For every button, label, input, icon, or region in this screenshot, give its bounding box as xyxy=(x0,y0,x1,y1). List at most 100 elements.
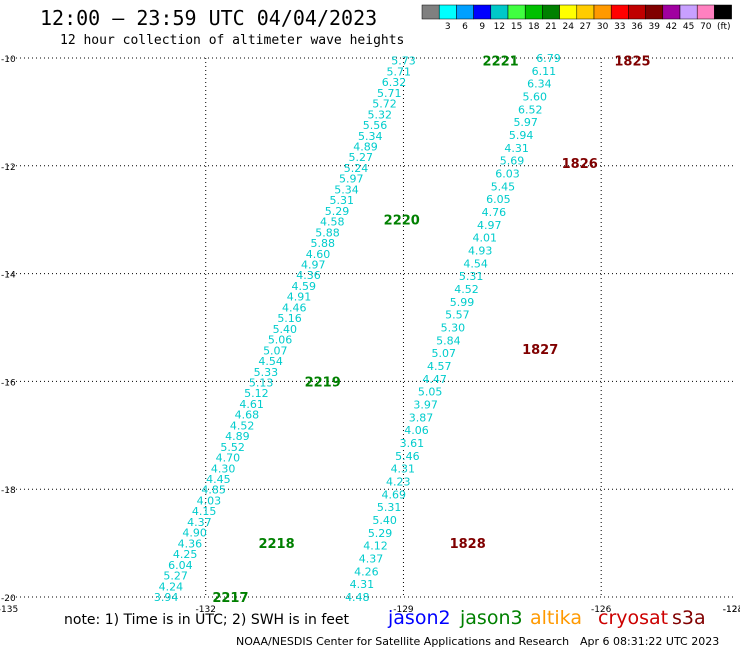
wave-height-value: 3.94 xyxy=(154,591,179,604)
track-time-label: 2220 xyxy=(384,214,420,229)
legend-swatch xyxy=(679,4,698,20)
wave-height-value: 4.03 xyxy=(197,494,222,507)
wave-height-value: 4.68 xyxy=(235,409,260,422)
wave-height-value: 6.52 xyxy=(518,103,543,116)
x-tick-label: -135 xyxy=(0,605,18,615)
legend-label: 15 xyxy=(511,22,522,32)
wave-height-value: 6.11 xyxy=(532,65,557,78)
wave-height-value: 5.99 xyxy=(450,296,475,309)
satellite-altika: altika xyxy=(530,607,582,629)
wave-height-value: 4.61 xyxy=(239,398,264,411)
wave-height-value: 4.36 xyxy=(296,269,321,282)
y-tick-label: -18 xyxy=(1,486,16,496)
wave-height-value: 4.91 xyxy=(287,291,312,304)
wave-height-value: 4.97 xyxy=(301,258,326,271)
track-time-label: 2219 xyxy=(305,375,341,390)
wave-height-value: 4.60 xyxy=(306,248,331,261)
x-tick-label: -129 xyxy=(393,605,414,615)
wave-height-value: 4.89 xyxy=(353,141,378,154)
y-tick-label: -12 xyxy=(1,163,16,173)
wave-height-value: 6.04 xyxy=(168,559,193,572)
legend-label: 42 xyxy=(666,22,677,32)
wave-height-value: 4.90 xyxy=(182,527,207,540)
wave-height-value: 5.32 xyxy=(367,108,392,121)
satellite-s3a: s3a xyxy=(672,607,706,629)
y-tick-label: -20 xyxy=(1,594,16,604)
generated-timestamp: Apr 6 08:31:22 UTC 2023 xyxy=(580,635,720,648)
wave-height-value: 5.31 xyxy=(459,270,484,283)
wave-height-value: 4.06 xyxy=(404,424,429,437)
wave-height-value: 5.71 xyxy=(377,87,402,100)
legend-swatch xyxy=(507,4,526,20)
track-time-label: 1825 xyxy=(614,55,650,70)
wave-height-value: 4.01 xyxy=(472,232,497,245)
legend-label: 3 xyxy=(445,22,451,32)
legend-swatch xyxy=(714,4,732,20)
wave-height-value: 5.60 xyxy=(523,91,548,104)
footnote: note: 1) Time is in UTC; 2) SWH is in fe… xyxy=(64,612,350,628)
wave-height-value: 4.12 xyxy=(363,540,388,553)
wave-height-value: 4.58 xyxy=(320,216,345,229)
legend-swatch xyxy=(438,4,457,20)
wave-height-value: 4.54 xyxy=(463,257,488,270)
wave-height-value: 4.52 xyxy=(230,419,255,432)
legend-label: 6 xyxy=(462,22,468,32)
legend-swatch xyxy=(524,4,543,20)
legend-label: 12 xyxy=(494,22,505,32)
wave-height-value: 5.05 xyxy=(418,386,443,399)
wave-height-value: 5.73 xyxy=(391,55,416,68)
wave-height-value: 5.34 xyxy=(358,130,383,143)
y-tick-label: -14 xyxy=(1,271,16,281)
wave-height-value: 3.97 xyxy=(413,399,438,412)
wave-height-value: 4.31 xyxy=(350,578,375,591)
legend-label: 70 xyxy=(700,22,712,32)
wave-height-value: 3.61 xyxy=(400,437,425,450)
wave-height-value: 4.36 xyxy=(178,537,203,550)
track-time-label: 1827 xyxy=(522,343,558,358)
wave-height-value: 5.84 xyxy=(436,334,461,347)
track-time-label: 2218 xyxy=(258,537,294,552)
wave-height-value: 6.34 xyxy=(527,78,552,91)
wave-height-value: 5.56 xyxy=(363,119,388,132)
wave-height-value: 4.59 xyxy=(292,280,317,293)
wave-height-value: 5.40 xyxy=(372,514,397,527)
wave-height-value: 5.24 xyxy=(344,162,369,175)
wave-height-value: 5.27 xyxy=(348,151,373,164)
wave-height-value: 5.34 xyxy=(334,183,359,196)
wave-height-value: 4.97 xyxy=(477,219,502,232)
wave-height-value: 5.88 xyxy=(311,237,336,250)
legend-swatch xyxy=(576,4,595,20)
legend-label: 24 xyxy=(562,22,574,32)
legend-swatch xyxy=(456,4,474,20)
track-time-label: 1826 xyxy=(562,157,598,172)
wave-height-value: 4.24 xyxy=(159,580,184,593)
credit-line: NOAA/NESDIS Center for Satellite Applica… xyxy=(236,635,570,648)
x-tick-label: -132 xyxy=(196,605,216,615)
y-tick-label: -10 xyxy=(1,55,16,65)
legend-label: 45 xyxy=(683,22,694,32)
wave-height-value: 4.57 xyxy=(427,360,452,373)
satellite-tracks: 5.735.716.325.715.725.325.565.344.895.27… xyxy=(154,52,651,606)
legend-label: 27 xyxy=(580,22,591,32)
x-tick-label: -126 xyxy=(591,605,612,615)
wave-height-value: 4.70 xyxy=(216,452,241,465)
legend-label: 30 xyxy=(597,22,609,32)
color-scale-legend: 3 6 9 12 15 18 21 24 27 30 33 36 39 42 45 70 xyxy=(421,4,732,32)
wave-height-value: 4.93 xyxy=(468,245,493,258)
wave-height-value: 5.45 xyxy=(491,180,516,193)
wave-height-value: 4.15 xyxy=(192,505,217,518)
wave-height-value: 4.89 xyxy=(225,430,250,443)
wave-height-value: 6.79 xyxy=(536,52,561,65)
wave-height-value: 5.88 xyxy=(315,226,340,239)
legend-swatch xyxy=(542,4,560,20)
wave-height-value: 5.46 xyxy=(395,450,420,463)
wave-height-value: 5.94 xyxy=(509,129,534,142)
legend-swatch xyxy=(645,4,664,20)
y-tick-label: -16 xyxy=(1,378,16,388)
wave-height-value: 5.06 xyxy=(268,334,293,347)
wave-height-value: 5.57 xyxy=(445,309,470,322)
legend-label: 33 xyxy=(614,22,625,32)
wave-height-value: 5.13 xyxy=(249,376,274,389)
wave-height-value: 5.97 xyxy=(339,173,364,186)
track-time-label: 2217 xyxy=(212,591,248,606)
